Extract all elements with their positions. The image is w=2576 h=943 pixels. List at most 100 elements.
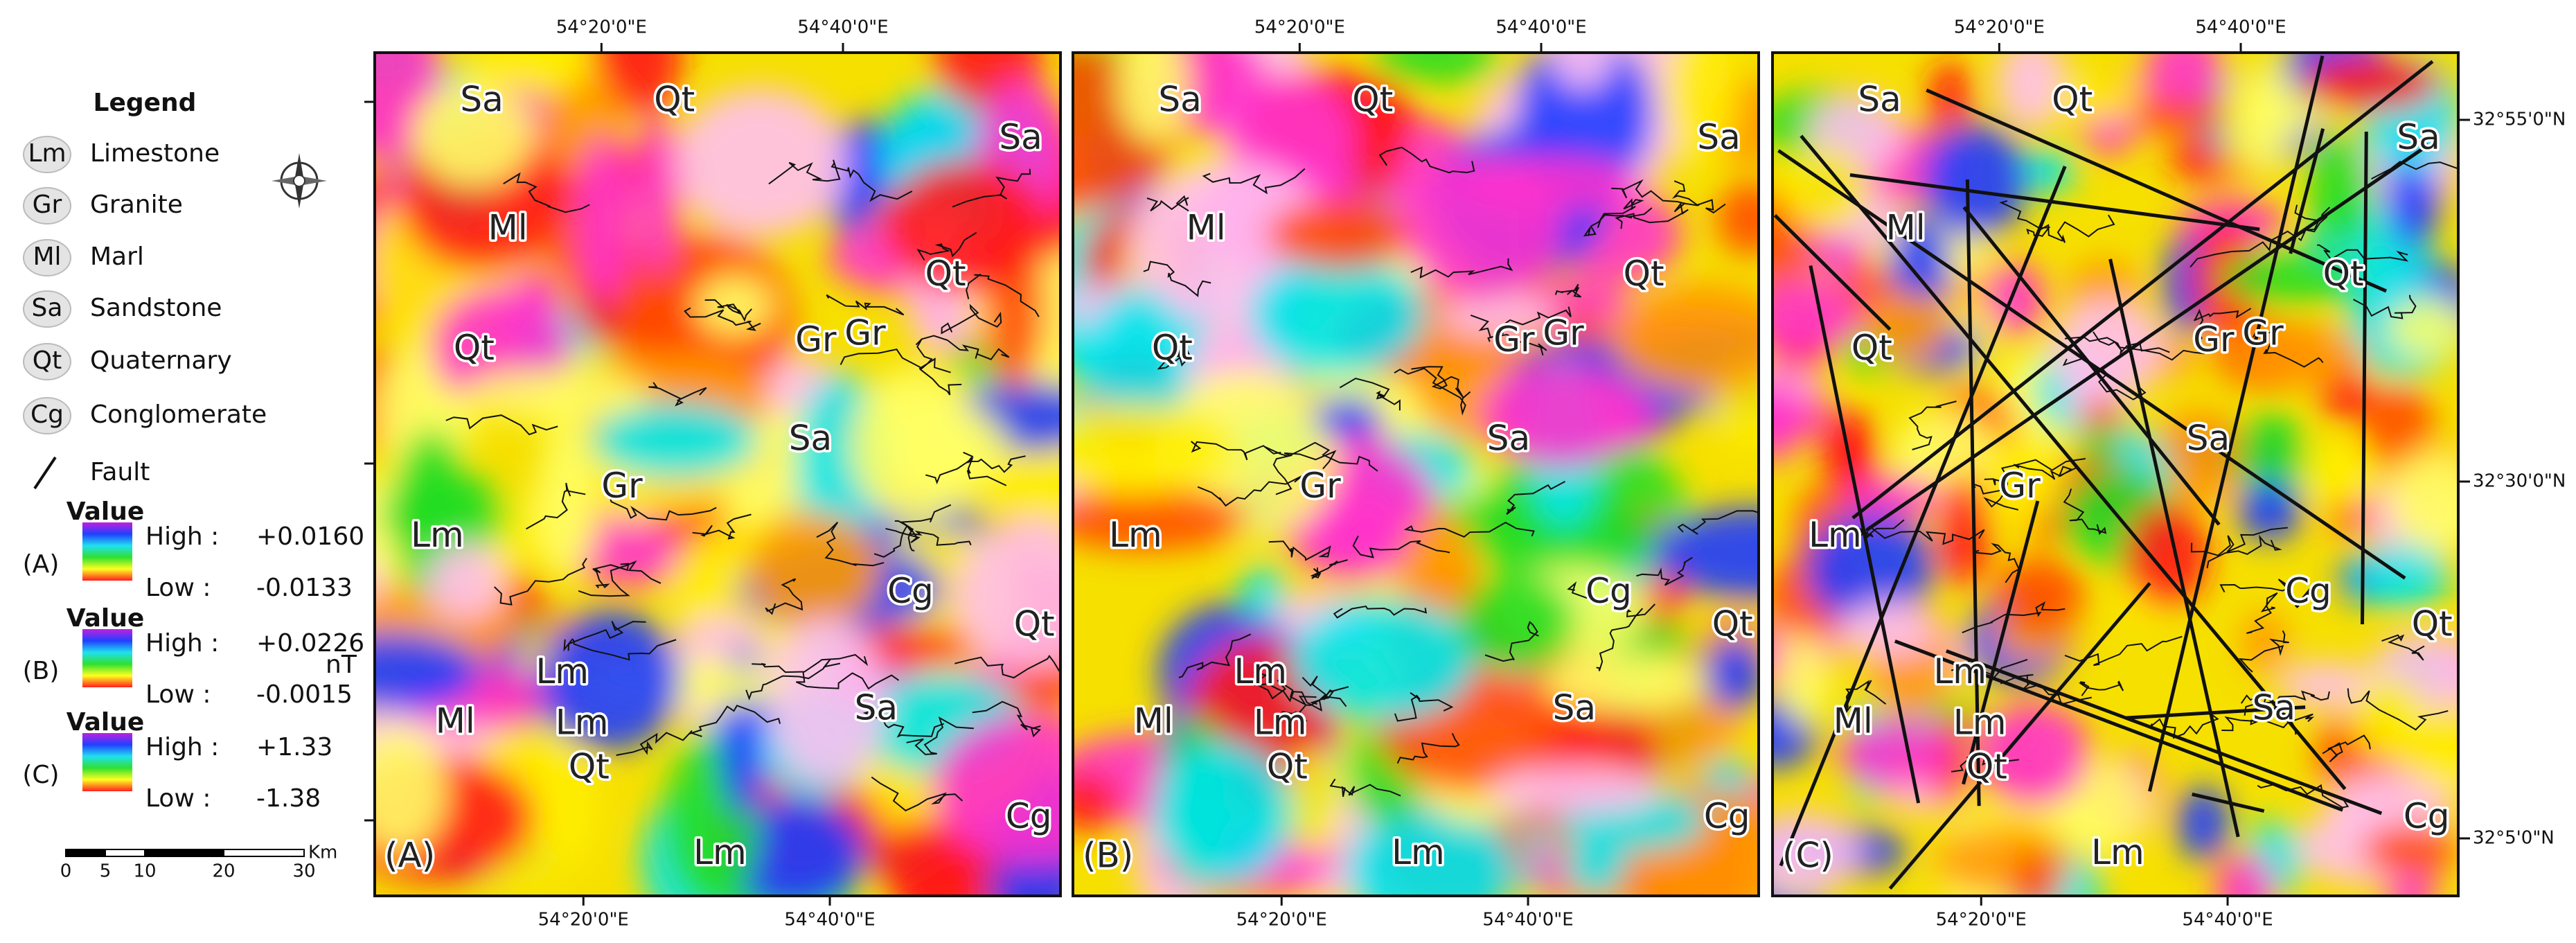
map-label: Qt <box>1352 80 1393 120</box>
map-label: Gr <box>844 312 886 353</box>
map-label: Qt <box>925 254 966 294</box>
geology-outline <box>1596 608 1644 671</box>
longitude-label: 54°20'0"E <box>538 910 629 931</box>
ramp-high: +1.33 <box>256 733 332 761</box>
geology-outline <box>2252 330 2324 368</box>
geology-outline <box>2381 634 2425 661</box>
geology-outline <box>1615 202 1689 229</box>
map-label: Lm <box>556 703 609 743</box>
ramp-title: Value <box>66 708 145 737</box>
ramp-low: -1.38 <box>256 784 321 813</box>
anomaly <box>1267 199 1416 270</box>
geology-outline <box>1842 680 1887 717</box>
anomaly <box>1665 53 1738 164</box>
geology-outline <box>503 172 590 213</box>
map-label: Qt <box>1712 603 1753 644</box>
fault <box>1926 88 2388 293</box>
fault <box>2192 792 2265 813</box>
anomaly <box>1289 597 1477 723</box>
fault <box>1965 179 1981 807</box>
anomaly <box>1819 409 1871 487</box>
geology-outline <box>921 335 1010 360</box>
color-ramp <box>82 629 132 687</box>
legend-code: Sa <box>32 294 63 322</box>
geology-outline <box>862 710 945 738</box>
anomaly <box>932 712 1060 864</box>
raster-blobs <box>375 53 1060 896</box>
anomaly <box>1704 635 1759 711</box>
anomaly <box>956 518 1060 670</box>
anomaly <box>1779 614 1830 725</box>
geology-outline <box>1908 400 1957 450</box>
geology-outline <box>1310 559 1348 579</box>
map-label: Sa <box>2397 117 2440 157</box>
legend-symbol <box>23 397 71 434</box>
legend-code: Gr <box>33 191 62 219</box>
geology-outline <box>1280 686 1349 725</box>
map-label: Qt <box>2323 254 2364 294</box>
fault <box>1779 166 2067 867</box>
geology-outline <box>607 493 717 521</box>
raster-blobs <box>1073 53 1759 896</box>
geology-outline <box>1302 676 1347 707</box>
anomaly <box>461 369 650 422</box>
map-label: Qt <box>2052 80 2093 120</box>
anomaly <box>538 418 594 580</box>
scale-segment <box>105 849 145 857</box>
geology-outline <box>2037 214 2115 243</box>
geology-outline <box>648 382 707 407</box>
anomaly <box>2361 823 2458 876</box>
geology-outline <box>840 349 951 373</box>
panel-frame <box>1771 51 2460 897</box>
geology-outline <box>1378 146 1475 174</box>
map-label: Qt <box>454 328 495 368</box>
legend-label: Fault <box>90 458 150 486</box>
panel-label: (A) <box>384 836 435 876</box>
scale-label: 5 <box>100 861 112 882</box>
map-label: Sa <box>855 687 898 728</box>
geology-outline <box>745 658 841 700</box>
anomaly <box>1345 804 1515 896</box>
anomaly <box>1241 565 1286 619</box>
latitude-label: 32°55'0"N <box>2473 109 2566 130</box>
map-label: Ml <box>488 208 528 248</box>
geology-outline <box>2206 534 2282 569</box>
map-label: Sa <box>1858 80 1901 120</box>
north-arrow <box>272 153 327 209</box>
map-label: Lm <box>411 515 464 555</box>
geology-outline <box>1554 283 1582 298</box>
map-label: Ml <box>1134 700 1173 741</box>
fault <box>1865 143 2430 532</box>
anomaly <box>1773 375 1798 465</box>
anomaly <box>2052 78 2143 121</box>
fault <box>2108 258 2240 838</box>
raster <box>1773 53 2458 896</box>
anomaly <box>1938 475 1991 586</box>
ramp-panel: (B) <box>23 657 60 685</box>
geology-outline <box>704 299 752 322</box>
geology-outline <box>2221 716 2297 735</box>
ramp-panel: (C) <box>22 761 59 789</box>
scale-label: 0 <box>60 861 72 882</box>
geology-outline <box>1268 540 1331 561</box>
geology-outline <box>954 654 1060 679</box>
map-label: Ml <box>1886 208 1926 248</box>
geology-outline <box>963 452 1026 473</box>
geology-outline <box>1333 605 1428 619</box>
fault <box>1777 149 2406 580</box>
panel-label: (C) <box>1782 836 1833 876</box>
anomaly <box>673 88 849 237</box>
geology-outline <box>1339 378 1401 411</box>
legend-label: Marl <box>90 243 144 271</box>
panel-frame <box>1072 51 1760 897</box>
map-label: Qt <box>1851 328 1892 368</box>
ramp-title: Value <box>66 604 145 633</box>
map-label: Qt <box>1014 603 1055 644</box>
geology-outline <box>1178 633 1252 678</box>
anomaly <box>1986 261 2045 337</box>
geology-outline <box>915 338 962 396</box>
anomaly <box>1488 766 1664 815</box>
geology-outline <box>1487 306 1572 342</box>
geology-outline <box>1394 691 1454 722</box>
